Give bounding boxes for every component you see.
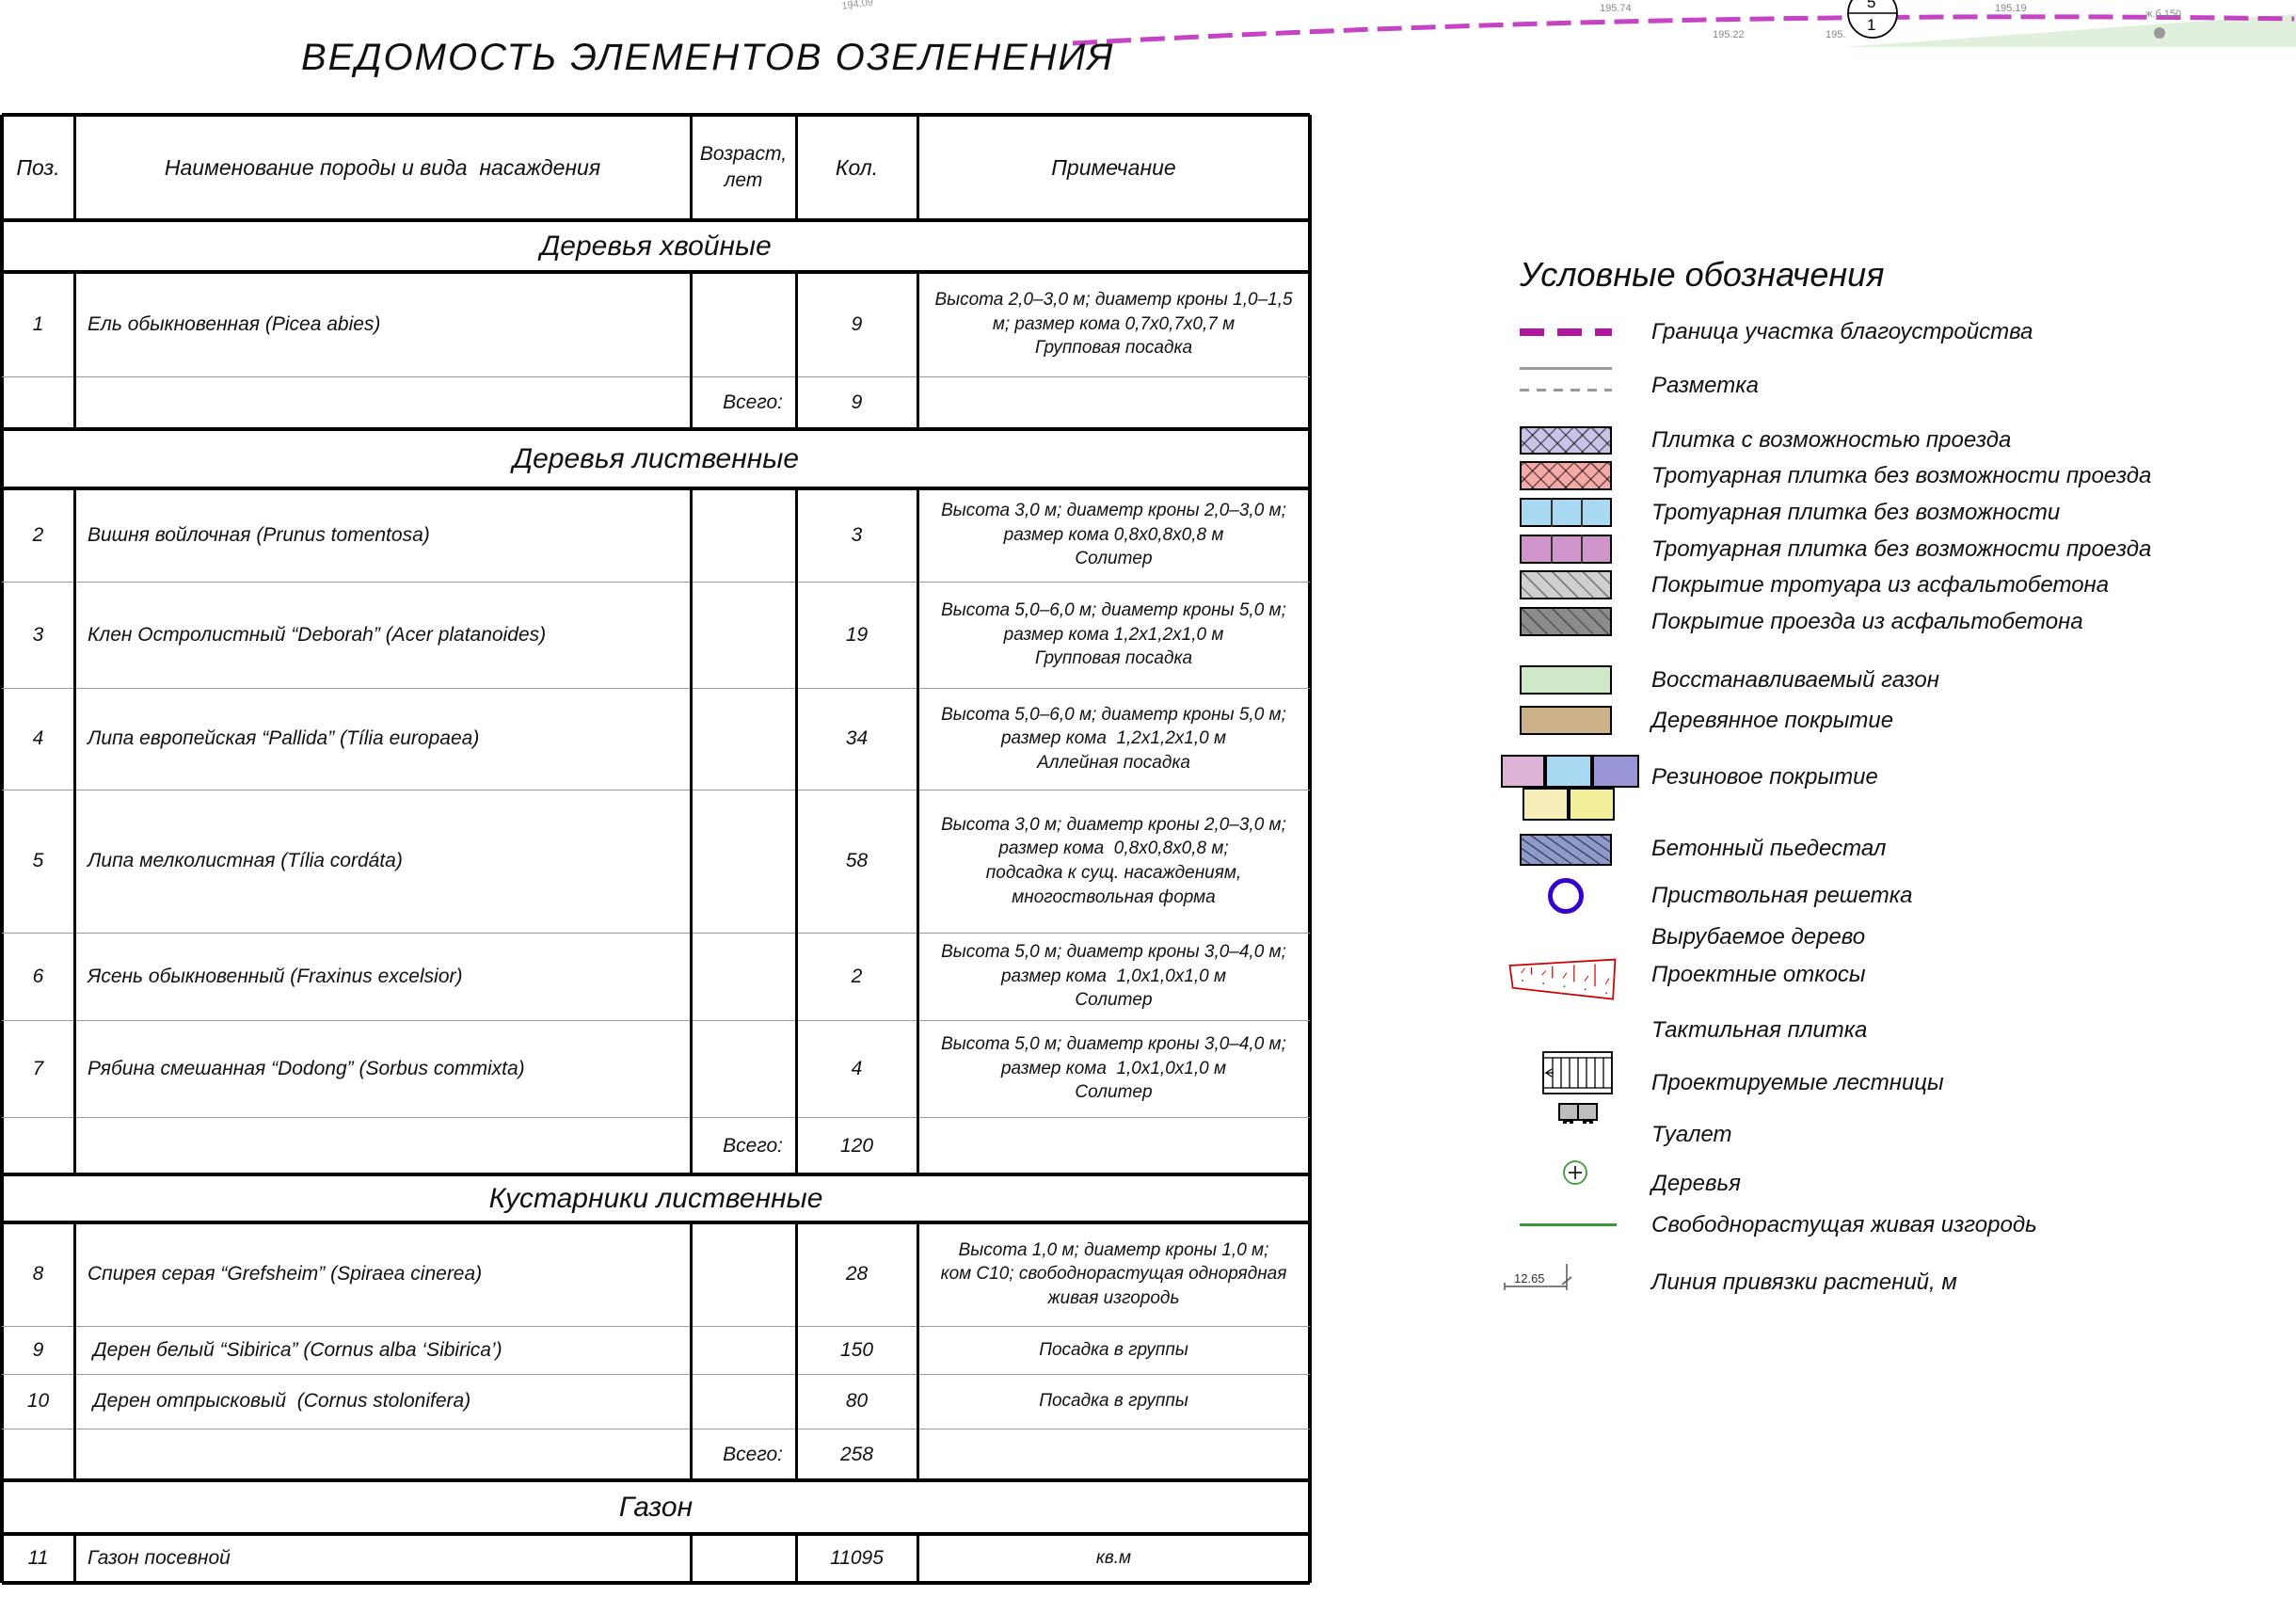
svg-text:12.65: 12.65	[1514, 1271, 1545, 1286]
svg-text:195.74: 195.74	[1600, 3, 1632, 14]
svg-text:1: 1	[1867, 16, 1875, 34]
svg-text:195.22: 195.22	[1713, 29, 1745, 40]
svg-text:5: 5	[1867, 0, 1875, 11]
svg-text:ж.б.150: ж.б.150	[2145, 8, 2181, 20]
svg-text:195.: 195.	[1826, 29, 1845, 40]
svg-text:194.09: 194.09	[841, 0, 874, 12]
svg-text:195.19: 195.19	[1995, 3, 2027, 14]
